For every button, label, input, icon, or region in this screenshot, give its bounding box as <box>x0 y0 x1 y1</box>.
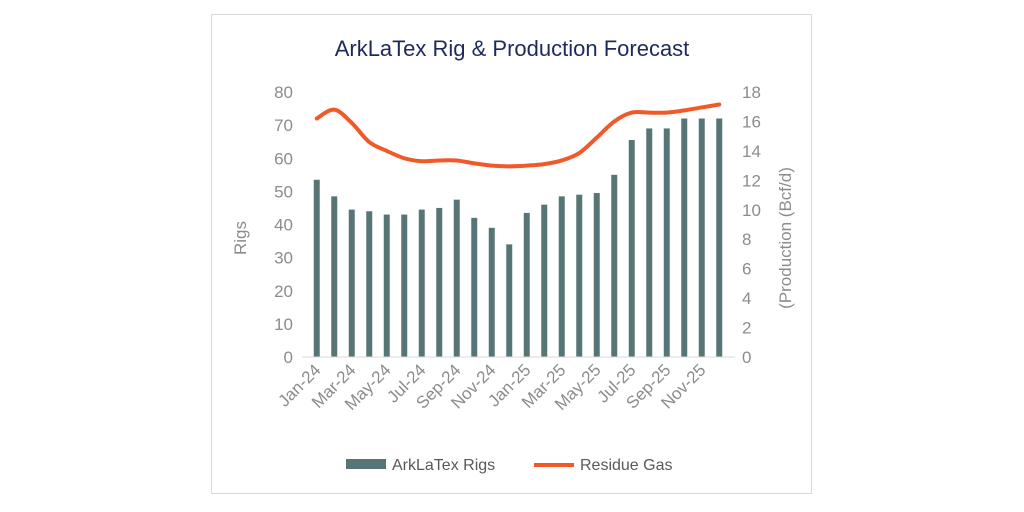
rig-bar <box>646 128 653 357</box>
legend-swatch-rigs <box>346 459 386 469</box>
rig-bar <box>348 209 355 357</box>
left-tick-label: 30 <box>274 249 293 268</box>
rig-bar <box>366 211 373 357</box>
residue-gas-line <box>314 102 722 169</box>
rig-bar <box>383 214 390 357</box>
rig-bar <box>593 193 600 357</box>
right-tick-label: 0 <box>742 348 751 367</box>
rig-bar <box>401 214 408 357</box>
left-tick-label: 70 <box>274 116 293 135</box>
rig-bar <box>523 212 530 357</box>
rig-bar <box>506 244 513 357</box>
right-tick-label: 18 <box>742 83 761 102</box>
rig-bar <box>628 140 635 357</box>
left-tick-label: 50 <box>274 182 293 201</box>
rig-bar <box>488 227 495 357</box>
left-tick-label: 60 <box>274 149 293 168</box>
right-axis-ticks: 0 2 4 6 8 10 12 14 16 18 <box>742 83 761 367</box>
rig-bar <box>331 196 338 357</box>
right-tick-label: 8 <box>742 230 751 249</box>
right-tick-label: 6 <box>742 260 751 279</box>
rig-bar <box>313 179 320 357</box>
rig-bar <box>541 204 548 357</box>
legend-label-rigs: ArkLaTex Rigs <box>392 457 495 474</box>
right-tick-label: 16 <box>742 112 761 131</box>
left-axis-ticks: 0 10 20 30 40 50 60 70 80 <box>274 83 293 367</box>
left-tick-label: 20 <box>274 282 293 301</box>
rig-bar <box>611 174 618 357</box>
x-axis-ticks: Jan-24Mar-24May-24Jul-24Sep-24Nov-24Jan-… <box>274 360 709 414</box>
left-tick-label: 80 <box>274 83 293 102</box>
right-tick-label: 14 <box>742 142 761 161</box>
left-tick-label: 40 <box>274 216 293 235</box>
rig-bar <box>558 196 565 357</box>
rig-bar <box>716 118 723 357</box>
chart-title: ArkLaTex Rig & Production Forecast <box>335 36 690 61</box>
bar-series <box>313 118 723 357</box>
right-tick-label: 2 <box>742 319 751 338</box>
left-tick-label: 10 <box>274 315 293 334</box>
left-axis-label: Rigs <box>231 221 250 255</box>
legend: ArkLaTex Rigs Residue Gas <box>346 457 673 474</box>
right-tick-label: 10 <box>742 201 761 220</box>
rig-bar <box>576 194 583 357</box>
rig-bar <box>436 207 443 357</box>
line-series <box>314 102 722 169</box>
legend-label-residue-gas: Residue Gas <box>580 457 673 474</box>
rig-bar <box>663 128 670 357</box>
left-tick-label: 0 <box>284 348 293 367</box>
right-tick-label: 12 <box>742 171 761 190</box>
rig-bar <box>471 217 478 357</box>
rig-bar <box>418 209 425 357</box>
right-axis-label: (Production (Bcf/d) <box>776 167 795 309</box>
right-tick-label: 4 <box>742 289 751 308</box>
rig-bar <box>681 118 688 357</box>
rig-bar <box>698 118 705 357</box>
chart-frame: ArkLaTex Rig & Production Forecast 0 10 20… <box>211 14 812 494</box>
rig-bar <box>453 199 460 357</box>
chart-svg: ArkLaTex Rig & Production Forecast 01020… <box>231 36 795 474</box>
